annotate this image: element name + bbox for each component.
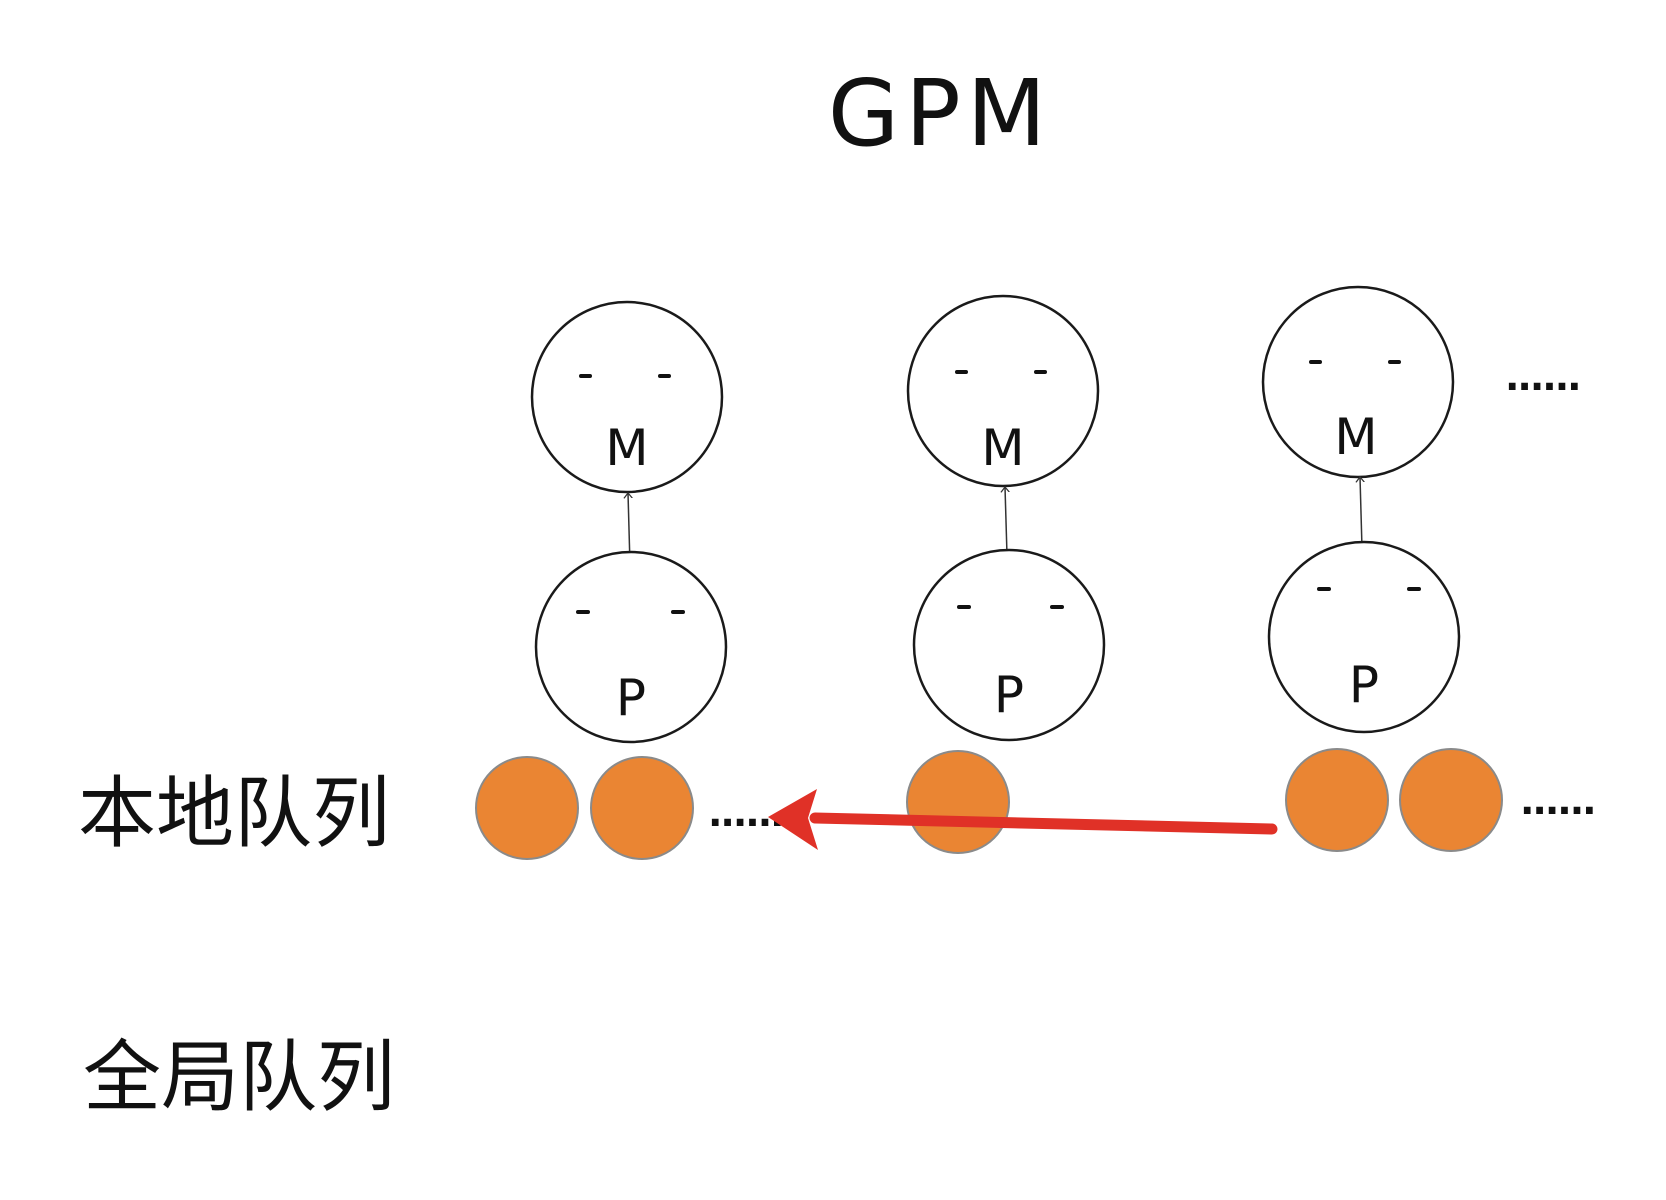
steal-arrow-head [768,789,818,850]
global-queue-label: 全局队列 [83,1033,395,1123]
more-machines-ellipsis: ...... [1505,355,1580,399]
local-queue-label: 本地队列 [78,769,390,859]
p-to-m-link-3 [1360,477,1362,549]
p-node-2 [912,548,1106,742]
p-node-1 [534,550,728,744]
goroutine-p3-2 [1399,748,1503,852]
goroutine-p1-1 [475,756,579,860]
goroutine-p1-2 [590,756,694,860]
queue-1-ellipsis: ...... [708,791,783,835]
m-node-2-label: M [981,419,1024,477]
goroutine-p3-1 [1285,748,1389,852]
goroutine-p2-1 [906,750,1010,854]
machine-column-3: M P [1261,285,1461,734]
p-node-3-label: P [1349,656,1379,714]
machine-column-2: M P [906,294,1106,742]
p-node-2-label: P [994,666,1024,724]
p-node-1-label: P [616,669,646,727]
queue-3-ellipsis: ...... [1520,779,1595,823]
m-node-1-label: M [605,419,648,477]
steal-arrow-shaft [809,812,1278,835]
machine-column-1: M P [530,300,728,744]
p-to-m-link-2 [1005,487,1007,556]
m-node-3-label: M [1334,408,1377,466]
diagram-title: GPM [828,60,1052,167]
work-steal-arrow [768,789,1278,850]
